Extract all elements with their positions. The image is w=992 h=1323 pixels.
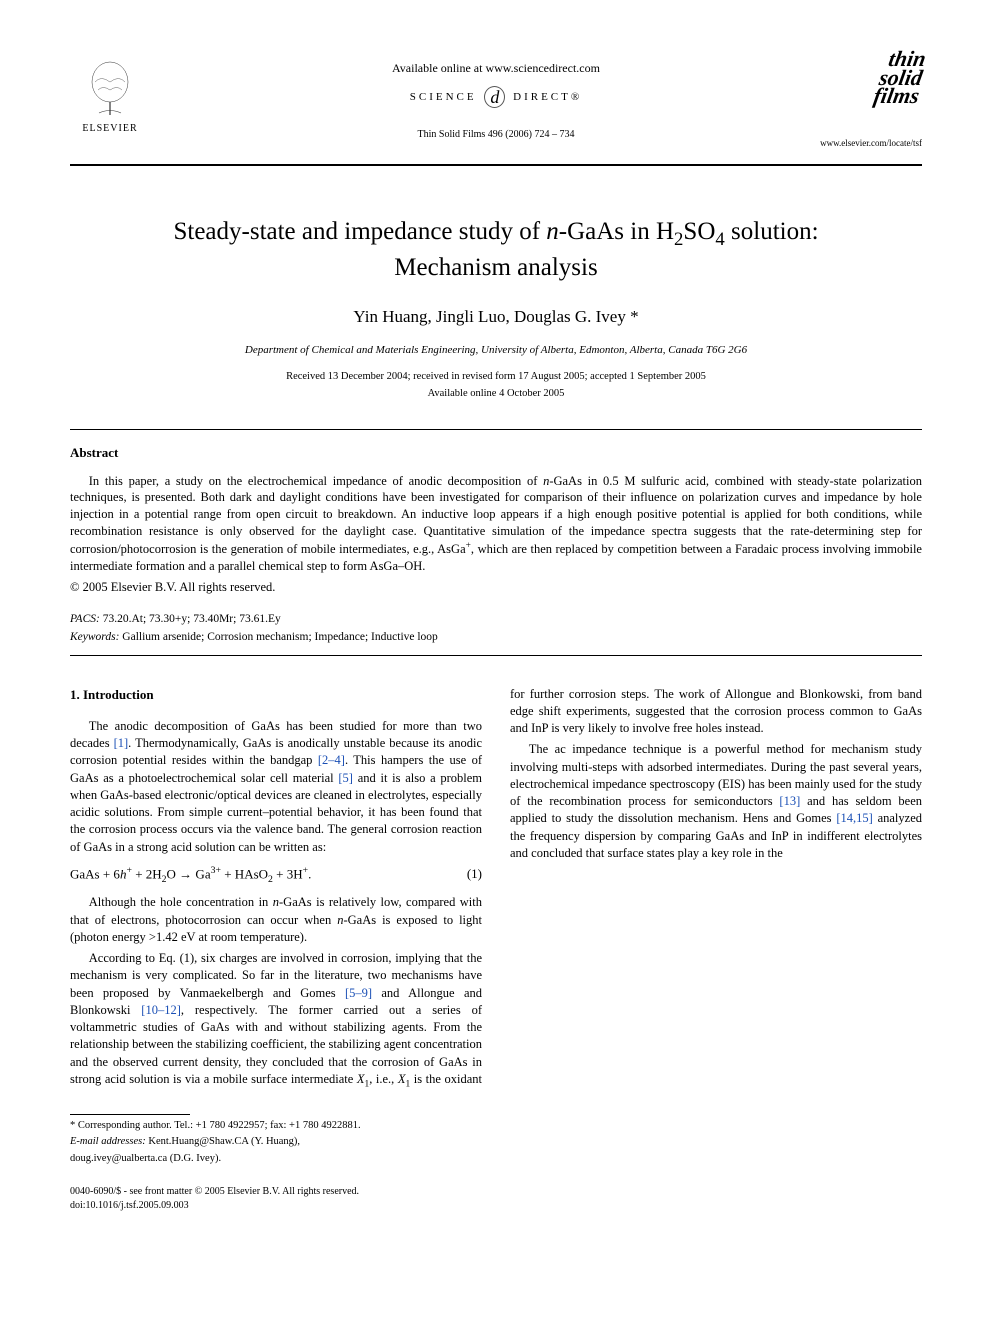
journal-logo-line3: films	[871, 83, 921, 108]
title-line2: Mechanism analysis	[394, 254, 597, 281]
available-online-text: Available online at www.sciencedirect.co…	[70, 60, 922, 77]
sd-right: DIRECT®	[513, 91, 582, 103]
footer-rule	[70, 1114, 190, 1115]
email-2: doug.ivey@ualberta.ca (D.G. Ivey).	[70, 1152, 922, 1167]
copyright-footer: 0040-6090/$ - see front matter © 2005 El…	[70, 1185, 922, 1213]
affiliation: Department of Chemical and Materials Eng…	[70, 343, 922, 358]
sd-at-icon: d	[484, 86, 505, 108]
authors: Yin Huang, Jingli Luo, Douglas G. Ivey *	[70, 305, 922, 329]
email-line: E-mail addresses: Kent.Huang@Shaw.CA (Y.…	[70, 1135, 922, 1150]
intro-p2: Although the hole concentration in n-GaA…	[70, 894, 482, 946]
keywords-values: Gallium arsenide; Corrosion mechanism; I…	[122, 631, 438, 643]
elsevier-tree-icon	[83, 60, 138, 120]
doi-line: doi:10.1016/j.tsf.2005.09.003	[70, 1199, 922, 1213]
email-label: E-mail addresses:	[70, 1136, 146, 1147]
title-line1: Steady-state and impedance study of n-Ga…	[173, 218, 818, 245]
header-rule	[70, 164, 922, 166]
article-title: Steady-state and impedance study of n-Ga…	[70, 216, 922, 285]
abstract-heading: Abstract	[70, 444, 922, 462]
ref-10-12[interactable]: [10–12]	[141, 1003, 181, 1017]
body-columns: 1. Introduction The anodic decomposition…	[70, 686, 922, 1096]
sd-left: SCIENCE	[410, 91, 477, 103]
journal-reference: Thin Solid Films 496 (2006) 724 – 734	[70, 128, 922, 142]
received-dates: Received 13 December 2004; received in r…	[70, 370, 922, 385]
page-header: ELSEVIER thin solid films www.elsevier.c…	[70, 60, 922, 166]
elsevier-logo: ELSEVIER	[70, 60, 150, 136]
journal-logo: thin solid films www.elsevier.com/locate…	[802, 50, 922, 149]
ref-1[interactable]: [1]	[114, 736, 129, 750]
abstract-copyright: © 2005 Elsevier B.V. All rights reserved…	[70, 579, 922, 597]
abstract-text: In this paper, a study on the electroche…	[70, 473, 922, 575]
abstract-top-rule	[70, 429, 922, 430]
footer: * Corresponding author. Tel.: +1 780 492…	[70, 1114, 922, 1213]
email-1: Kent.Huang@Shaw.CA (Y. Huang),	[148, 1136, 300, 1147]
journal-url: www.elsevier.com/locate/tsf	[802, 137, 922, 150]
pacs-values: 73.20.At; 73.30+y; 73.40Mr; 73.61.Ey	[103, 613, 281, 625]
intro-p4: The ac impedance technique is a powerful…	[510, 741, 922, 862]
ref-5[interactable]: [5]	[338, 771, 353, 785]
elsevier-name: ELSEVIER	[70, 122, 150, 136]
eq1-text: GaAs + 6h+ + 2H2O → Ga3+ + HAsO2 + 3H+.	[70, 864, 311, 887]
science-direct-logo: SCIENCE d DIRECT®	[70, 85, 922, 110]
copyright-line: 0040-6090/$ - see front matter © 2005 El…	[70, 1185, 922, 1199]
keywords-line: Keywords: Gallium arsenide; Corrosion me…	[70, 629, 922, 645]
eq1-number: (1)	[467, 865, 482, 883]
elsevier-tree-svg	[83, 60, 138, 120]
available-date: Available online 4 October 2005	[70, 387, 922, 402]
pacs-line: PACS: 73.20.At; 73.30+y; 73.40Mr; 73.61.…	[70, 611, 922, 627]
keywords-label: Keywords:	[70, 631, 119, 643]
journal-logo-title: thin solid films	[872, 50, 927, 106]
ref-14-15[interactable]: [14,15]	[836, 811, 872, 825]
ref-2-4[interactable]: [2–4]	[318, 753, 345, 767]
abstract-bottom-rule	[70, 655, 922, 656]
ref-5-9[interactable]: [5–9]	[345, 986, 372, 1000]
corresponding-author: * Corresponding author. Tel.: +1 780 492…	[70, 1119, 922, 1134]
equation-1: GaAs + 6h+ + 2H2O → Ga3+ + HAsO2 + 3H+. …	[70, 864, 482, 887]
intro-p1: The anodic decomposition of GaAs has bee…	[70, 718, 482, 856]
pacs-label: PACS:	[70, 613, 100, 625]
ref-13[interactable]: [13]	[779, 794, 800, 808]
intro-heading: 1. Introduction	[70, 686, 482, 704]
